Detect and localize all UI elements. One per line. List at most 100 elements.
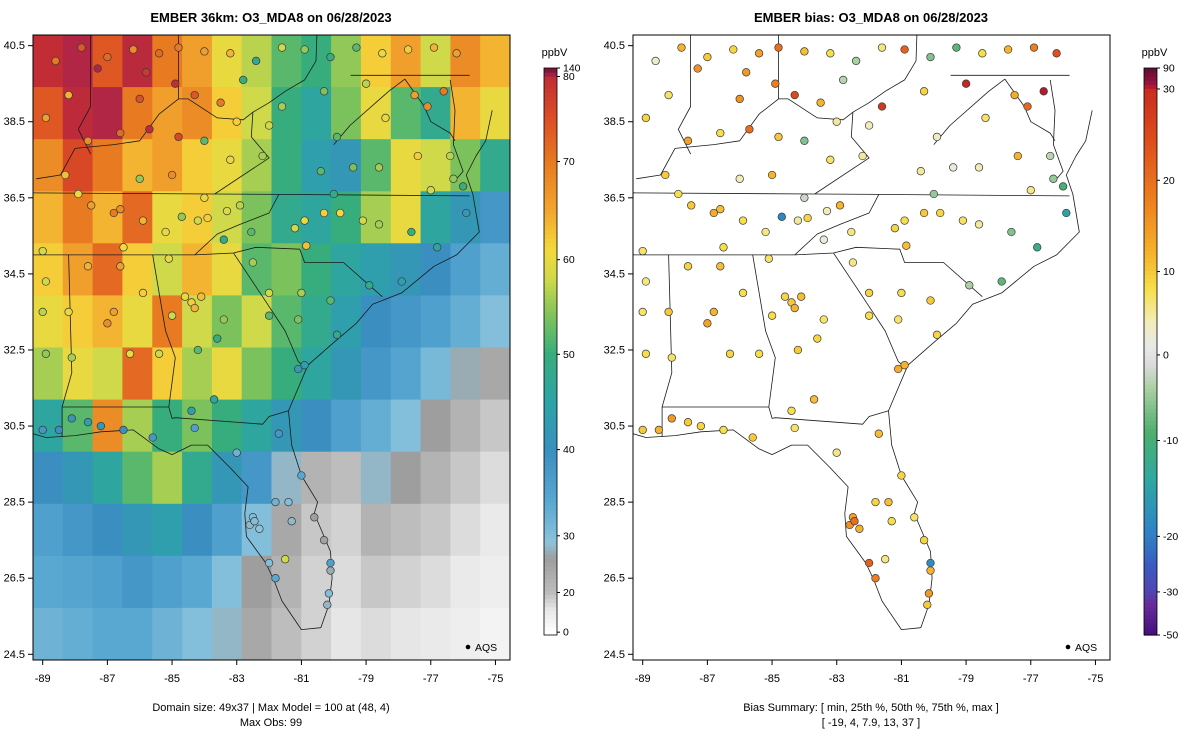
aqs-point — [297, 288, 306, 298]
aqs-point — [187, 406, 196, 415]
aqs-point — [1052, 49, 1061, 58]
aqs-points — [38, 43, 471, 609]
aqs-point — [677, 43, 686, 52]
svg-text:-77: -77 — [1023, 673, 1039, 685]
aqs-point — [797, 292, 806, 301]
aqs-point — [894, 315, 903, 324]
aqs-point — [458, 182, 468, 191]
aqs-point — [800, 47, 809, 56]
aqs-point — [703, 319, 712, 328]
aqs-point — [887, 517, 896, 526]
aqs-point — [793, 345, 803, 355]
aqs-point — [235, 201, 245, 210]
aqs-point — [877, 102, 887, 111]
aqs-point — [323, 600, 332, 609]
panel-model-caption: Domain size: 49x37 | Max Model = 100 at … — [0, 701, 542, 731]
aqs-point — [67, 414, 76, 423]
aqs-point — [735, 174, 744, 183]
aqs-point — [403, 45, 413, 54]
aqs-point — [219, 315, 228, 324]
aqs-point — [277, 43, 287, 52]
aqs-point — [932, 330, 942, 339]
aqs-point — [1062, 208, 1071, 218]
aqs-point — [902, 241, 911, 250]
svg-text:-75: -75 — [1087, 673, 1103, 685]
aqs-point — [167, 170, 177, 180]
aqs-point — [764, 254, 773, 263]
aqs-point — [926, 558, 935, 568]
aqs-point — [103, 319, 112, 328]
aqs-point — [247, 227, 256, 237]
aqs-point — [767, 170, 777, 180]
aqs-point — [725, 349, 735, 358]
aqs-point — [748, 433, 757, 442]
aqs-point — [209, 395, 219, 404]
aqs-point — [1058, 182, 1068, 191]
aqs-point — [664, 307, 673, 317]
aqs-point — [858, 151, 867, 161]
aqs-point — [864, 288, 874, 298]
svg-text:-83: -83 — [829, 673, 845, 685]
panel-model: EMBER 36km: O3_MDA8 on 06/28/2023 -89 -87… — [0, 10, 581, 731]
aqs-point — [919, 536, 929, 545]
colorbar: 90 30 20 10 0 -10 -20 -30 -50 ppbV — [1142, 47, 1179, 642]
aqs-point — [974, 163, 984, 172]
aqs-point — [819, 315, 828, 324]
aqs-point — [974, 220, 984, 229]
aqs-point — [290, 224, 300, 233]
aqs-point — [232, 117, 241, 126]
svg-text:90: 90 — [1163, 63, 1175, 75]
aqs-point — [135, 94, 144, 104]
svg-text:-83: -83 — [229, 673, 245, 685]
aqs-point — [423, 102, 432, 111]
aqs-point — [884, 497, 893, 507]
panel-bias-title: EMBER bias: O3_MDA8 on 06/28/2023 — [753, 10, 989, 25]
aqs-point — [251, 56, 261, 66]
aqs-point — [326, 296, 335, 305]
aqs-point — [822, 206, 832, 216]
svg-text:140: 140 — [563, 63, 581, 75]
aqs-point — [1010, 90, 1019, 100]
aqs-point — [687, 201, 696, 210]
aqs-point — [213, 334, 222, 343]
aqs-point — [638, 425, 647, 435]
aqs-point — [294, 364, 303, 374]
aqs-point — [745, 125, 754, 134]
aqs-point — [1049, 174, 1058, 183]
caption-max-obs: Max Obs: 99 — [239, 717, 303, 729]
aqs-point — [271, 574, 280, 583]
aqs-point — [900, 45, 909, 54]
aqs-point — [200, 136, 209, 145]
aqs-point — [716, 262, 725, 271]
svg-text:80: 80 — [563, 71, 575, 83]
aqs-point — [449, 174, 458, 183]
aqs-point — [142, 68, 151, 77]
aqs-point — [38, 246, 47, 256]
aqs-point — [374, 220, 384, 229]
aqs-point — [997, 277, 1006, 286]
svg-text:-75: -75 — [487, 673, 503, 685]
aqs-point — [855, 524, 864, 533]
aqs-point — [641, 277, 651, 286]
aqs-point — [1003, 45, 1013, 54]
aqs-point — [926, 566, 935, 575]
aqs-point — [958, 216, 968, 225]
svg-text:34.5: 34.5 — [604, 268, 625, 280]
aqs-point — [848, 258, 858, 267]
legend-label: AQS — [1075, 642, 1097, 654]
aqs-point — [277, 102, 287, 111]
aqs-legend: AQS — [1065, 642, 1097, 654]
aqs-point — [1013, 151, 1022, 161]
aqs-point — [813, 334, 822, 343]
aqs-point — [190, 90, 199, 100]
aqs-point — [881, 555, 890, 564]
svg-text:30.5: 30.5 — [4, 421, 25, 433]
svg-text:30.5: 30.5 — [604, 421, 625, 433]
aqs-point — [462, 208, 471, 218]
aqs-point — [638, 307, 647, 317]
aqs-point — [200, 47, 209, 56]
aqs-point — [978, 49, 987, 58]
svg-text:-77: -77 — [423, 673, 439, 685]
aqs-point — [332, 330, 342, 339]
aqs-point — [683, 262, 693, 271]
